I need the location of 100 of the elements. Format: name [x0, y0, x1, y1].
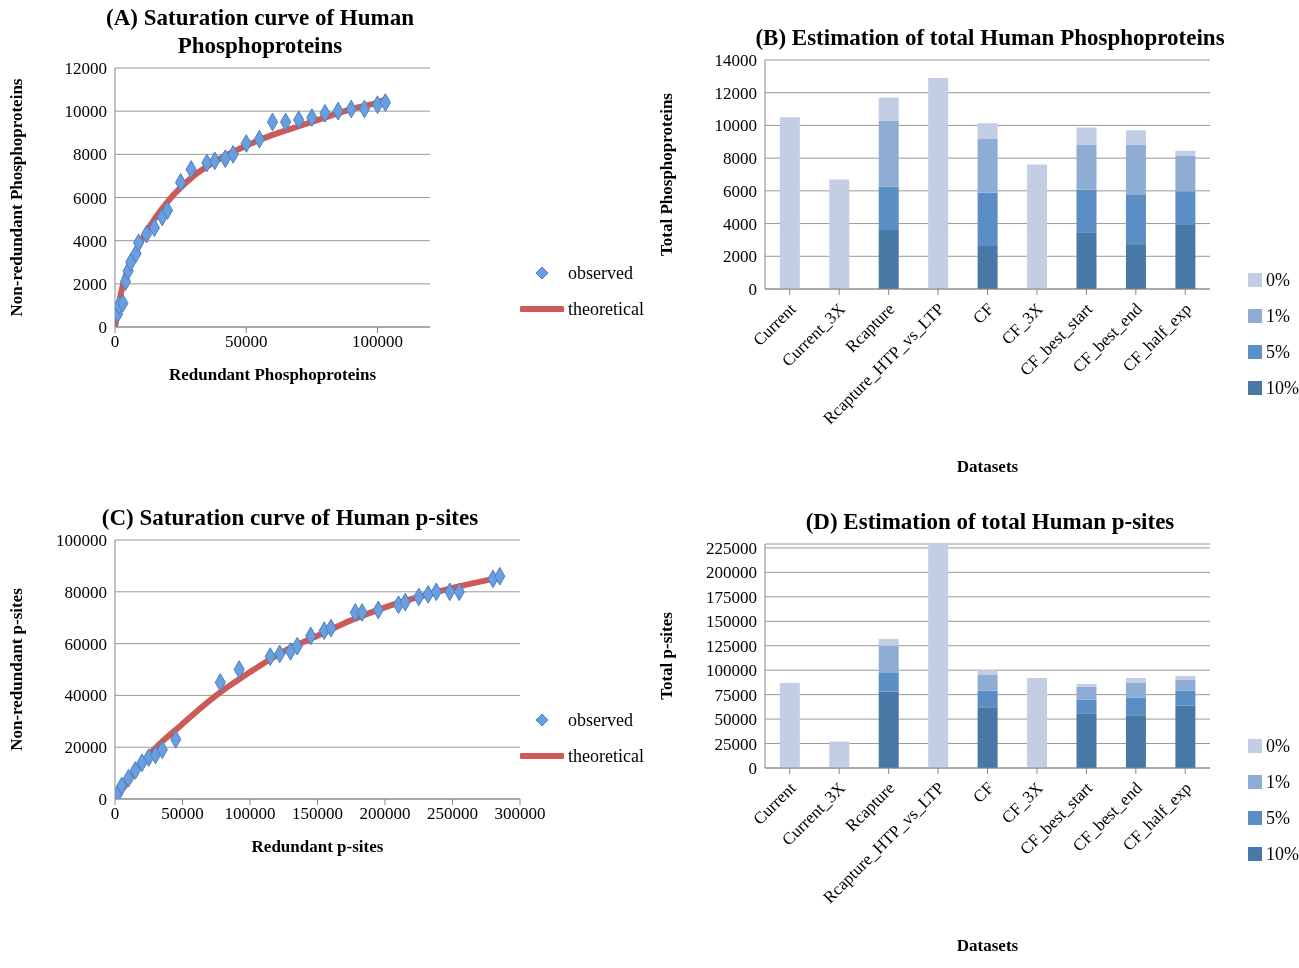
bar: [878, 230, 899, 289]
y-tick-label: 6000: [723, 181, 757, 201]
x-tick-label: CF: [969, 299, 998, 328]
bar: [1175, 155, 1196, 192]
bar: [1027, 678, 1048, 768]
y-tick-label: 8000: [73, 145, 107, 165]
y-axis-title: Total Phosphoproteins: [657, 92, 677, 256]
bar: [977, 138, 998, 193]
y-tick-label: 100000: [56, 531, 107, 551]
y-tick-label: 2000: [723, 247, 757, 267]
bar: [829, 179, 850, 289]
bar: [1076, 683, 1097, 687]
bar: [928, 544, 949, 768]
x-tick-label: 50000: [225, 332, 268, 352]
legend-label: 5%: [1266, 807, 1290, 829]
bar: [878, 691, 899, 768]
bar: [779, 682, 800, 768]
y-axis-title: Non-redundant p-sites: [7, 587, 27, 751]
bar: [829, 741, 850, 768]
y-axis-title: Non-redundant Phosphoproteins: [7, 78, 27, 317]
y-tick-label: 40000: [64, 686, 107, 706]
bar: [878, 645, 899, 674]
bar: [878, 186, 899, 231]
legend-label: theoretical: [568, 298, 644, 320]
x-tick-label: 50000: [161, 804, 204, 824]
x-tick-label: 300000: [494, 804, 546, 824]
y-tick-label: 25000: [714, 734, 757, 754]
bar: [977, 123, 998, 139]
y-tick-label: 80000: [64, 582, 107, 602]
bar: [1175, 191, 1196, 226]
y-tick-label: 75000: [714, 685, 757, 705]
y-tick-label: 225000: [706, 538, 757, 558]
x-axis-title: Datasets: [956, 936, 1019, 955]
bar: [878, 673, 899, 692]
bar: [977, 670, 998, 676]
bar: [1175, 705, 1196, 768]
y-tick-label: 60000: [64, 634, 107, 654]
y-axis-title: Total p-sites: [657, 611, 677, 700]
legend-label: observed: [568, 262, 633, 284]
bar: [977, 245, 998, 289]
legend-label: 0%: [1266, 269, 1290, 291]
bar: [779, 117, 800, 289]
bar: [977, 707, 998, 768]
x-axis-title: Redundant Phosphoproteins: [168, 365, 377, 384]
y-tick-label: 2000: [73, 274, 107, 294]
bar: [1175, 225, 1196, 289]
legend-label: 10%: [1266, 377, 1299, 399]
bar: [1125, 245, 1146, 289]
chart-title: (D) Estimation of total Human p-sites: [804, 508, 1176, 536]
y-tick-label: 6000: [73, 188, 107, 208]
bar: [1125, 682, 1146, 698]
bar: [977, 675, 998, 691]
y-tick-label: 8000: [723, 149, 757, 169]
bar: [1125, 697, 1146, 716]
y-tick-label: 10000: [714, 116, 757, 136]
bar: [1076, 232, 1097, 289]
y-tick-label: 0: [748, 759, 757, 779]
y-tick-label: 14000: [714, 51, 757, 71]
legend-label: 1%: [1266, 305, 1290, 327]
bar: [878, 638, 899, 646]
y-tick-label: 12000: [714, 83, 757, 103]
legend-label: observed: [568, 709, 633, 731]
bar: [1076, 127, 1097, 145]
chart-title: (C) Saturation curve of Human p-sites: [100, 504, 480, 532]
x-axis-title: Redundant p-sites: [251, 837, 384, 856]
legend-label: 10%: [1266, 843, 1299, 865]
legend-label: 1%: [1266, 771, 1290, 793]
legend-label: 5%: [1266, 341, 1290, 363]
bar: [928, 77, 949, 289]
bar: [1076, 144, 1097, 190]
bar: [977, 192, 998, 246]
y-tick-label: 10000: [64, 102, 107, 122]
y-tick-label: 12000: [64, 59, 107, 79]
bar: [1175, 690, 1196, 706]
bar: [1175, 679, 1196, 691]
bar: [1125, 130, 1146, 145]
x-tick-label: 100000: [352, 332, 403, 352]
y-tick-label: 50000: [714, 710, 757, 730]
bar: [1076, 686, 1097, 700]
bar: [1076, 713, 1097, 768]
bar: [878, 121, 899, 187]
bar: [977, 690, 998, 708]
x-tick-label: 200000: [359, 804, 411, 824]
bar: [1076, 699, 1097, 714]
y-tick-label: 100000: [706, 661, 757, 681]
bar: [1175, 150, 1196, 156]
x-tick-label: 250000: [427, 804, 478, 824]
y-tick-label: 125000: [706, 636, 757, 656]
legend-label: 0%: [1266, 735, 1290, 757]
y-tick-label: 4000: [73, 231, 107, 251]
bar: [1175, 676, 1196, 680]
x-axis-title: Datasets: [956, 457, 1019, 476]
x-tick-label: 100000: [224, 804, 276, 824]
bar: [1125, 144, 1146, 196]
legend-label: theoretical: [568, 745, 644, 767]
bar: [1076, 189, 1097, 233]
y-tick-label: 20000: [64, 738, 107, 758]
bar: [1125, 195, 1146, 245]
y-tick-label: 175000: [706, 587, 757, 607]
bar: [1125, 715, 1146, 768]
